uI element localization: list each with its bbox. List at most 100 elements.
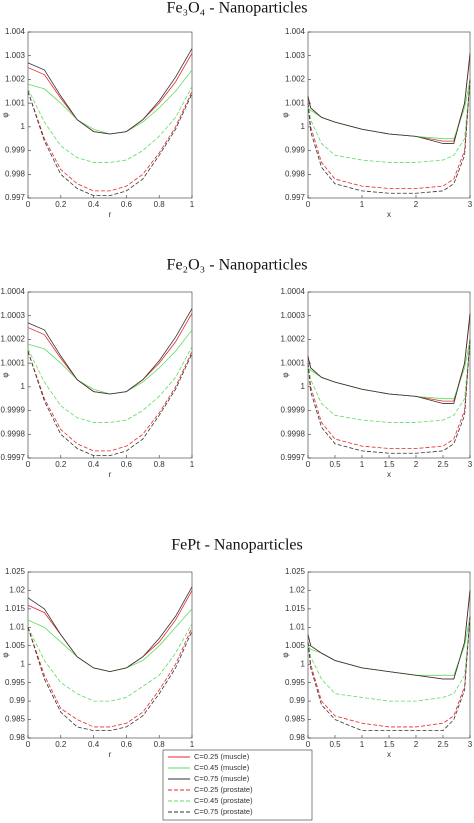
y-tick-label: 1.015 xyxy=(5,604,26,613)
series-line xyxy=(27,91,193,192)
series-line xyxy=(307,339,471,423)
plot-area xyxy=(307,571,471,739)
legend-label: C=0.75 (prostate) xyxy=(194,807,253,816)
y-tick-label: 1.0001 xyxy=(1,358,26,367)
x-tick-label: 3 xyxy=(468,200,473,209)
series-line xyxy=(27,627,193,728)
series-line xyxy=(27,627,193,732)
y-tick-label: 0.999 xyxy=(285,146,306,155)
y-tick-label: 1.02 xyxy=(9,586,25,595)
section-title: Fe₃O₄ - Nanoparticles xyxy=(167,0,308,17)
y-axis-label: φ xyxy=(281,112,290,117)
y-tick-label: 0.997 xyxy=(285,193,306,202)
legend-label: C=0.75 (muscle) xyxy=(194,774,250,783)
y-tick-label: 0.9999 xyxy=(1,406,26,415)
x-axis-label: x xyxy=(387,210,391,219)
y-tick-label: 0.9998 xyxy=(1,429,26,438)
series-line xyxy=(307,339,471,454)
series-line xyxy=(307,339,471,449)
x-axis-label: r xyxy=(109,750,112,759)
y-tick-label: 1.0002 xyxy=(1,335,26,344)
y-tick-label: 1.0004 xyxy=(1,287,26,296)
y-tick-label: 1.01 xyxy=(289,622,305,631)
y-tick-label: 1.0004 xyxy=(281,287,306,296)
y-tick-label: 1.025 xyxy=(285,567,306,576)
y-tick-label: 1.003 xyxy=(285,51,306,60)
y-tick-label: 1.0003 xyxy=(281,311,306,320)
x-tick-label: 1 xyxy=(190,740,195,749)
x-tick-label: 2 xyxy=(414,740,419,749)
x-tick-label: 1 xyxy=(360,200,365,209)
x-tick-label: 1 xyxy=(360,740,365,749)
y-tick-label: 0.99 xyxy=(289,696,305,705)
series-line xyxy=(27,308,193,395)
series-line xyxy=(27,346,193,423)
legend-label: C=0.45 (muscle) xyxy=(194,763,250,772)
series-line xyxy=(307,616,471,702)
y-tick-label: 0.9999 xyxy=(281,406,306,415)
x-tick-label: 2.5 xyxy=(437,460,449,469)
y-axis-label: φ xyxy=(281,652,290,657)
x-tick-label: 0.8 xyxy=(154,740,166,749)
series-line xyxy=(27,586,193,673)
x-tick-label: 1 xyxy=(360,460,365,469)
y-tick-label: 1 xyxy=(21,659,26,668)
x-tick-label: 0.6 xyxy=(121,740,133,749)
x-tick-label: 2 xyxy=(414,200,419,209)
y-tick-label: 1.003 xyxy=(5,51,26,60)
y-tick-label: 1 xyxy=(301,382,306,391)
legend-label: C=0.25 (prostate) xyxy=(194,785,253,794)
y-tick-label: 1.0001 xyxy=(281,358,306,367)
y-axis-label: φ xyxy=(281,372,290,377)
y-tick-label: 1.02 xyxy=(289,586,305,595)
x-tick-label: 0 xyxy=(306,200,311,209)
x-tick-label: 0 xyxy=(26,200,31,209)
y-tick-label: 0.98 xyxy=(9,733,25,742)
series-line xyxy=(307,616,471,728)
y-tick-label: 1.001 xyxy=(5,98,26,107)
series-line xyxy=(307,79,471,194)
y-tick-label: 1.002 xyxy=(285,75,306,84)
series-line xyxy=(307,79,471,163)
x-tick-label: 2.5 xyxy=(437,740,449,749)
y-tick-label: 0.985 xyxy=(5,715,26,724)
x-tick-label: 0.2 xyxy=(55,460,67,469)
y-tick-label: 0.998 xyxy=(5,169,26,178)
y-tick-label: 1.004 xyxy=(5,27,26,36)
series-line xyxy=(27,91,193,197)
plot-area xyxy=(27,291,193,459)
y-axis-label: φ xyxy=(1,112,10,117)
y-tick-label: 1.005 xyxy=(5,641,26,650)
y-tick-label: 0.999 xyxy=(5,146,26,155)
y-tick-label: 0.985 xyxy=(285,715,306,724)
x-tick-label: 3 xyxy=(468,740,473,749)
section-title: FePt - Nanoparticles xyxy=(171,537,303,554)
x-tick-label: 1 xyxy=(190,200,195,209)
x-axis-label: r xyxy=(109,470,112,479)
y-tick-label: 0.9997 xyxy=(1,453,26,462)
series-line xyxy=(27,351,193,457)
x-tick-label: 0.6 xyxy=(121,200,133,209)
y-tick-label: 0.9997 xyxy=(281,453,306,462)
plot-area xyxy=(27,31,193,199)
plot-area xyxy=(27,571,193,739)
x-tick-label: 0.6 xyxy=(121,460,133,469)
series-line xyxy=(307,53,471,144)
x-tick-label: 2 xyxy=(414,460,419,469)
plot-area xyxy=(307,291,471,459)
y-tick-label: 1.002 xyxy=(5,75,26,84)
x-tick-label: 0.5 xyxy=(329,740,341,749)
y-tick-label: 0.997 xyxy=(5,193,26,202)
y-tick-label: 1.01 xyxy=(9,622,25,631)
x-axis-label: r xyxy=(109,210,112,219)
y-tick-label: 0.998 xyxy=(285,169,306,178)
legend-box xyxy=(162,749,313,821)
series-line xyxy=(27,351,193,452)
plot-area xyxy=(307,31,471,199)
x-tick-label: 0.2 xyxy=(55,200,67,209)
series-line xyxy=(27,623,193,702)
y-tick-label: 1.025 xyxy=(5,567,26,576)
y-tick-label: 1 xyxy=(301,659,306,668)
x-tick-label: 1.5 xyxy=(383,460,395,469)
x-axis-label: x xyxy=(387,750,391,759)
